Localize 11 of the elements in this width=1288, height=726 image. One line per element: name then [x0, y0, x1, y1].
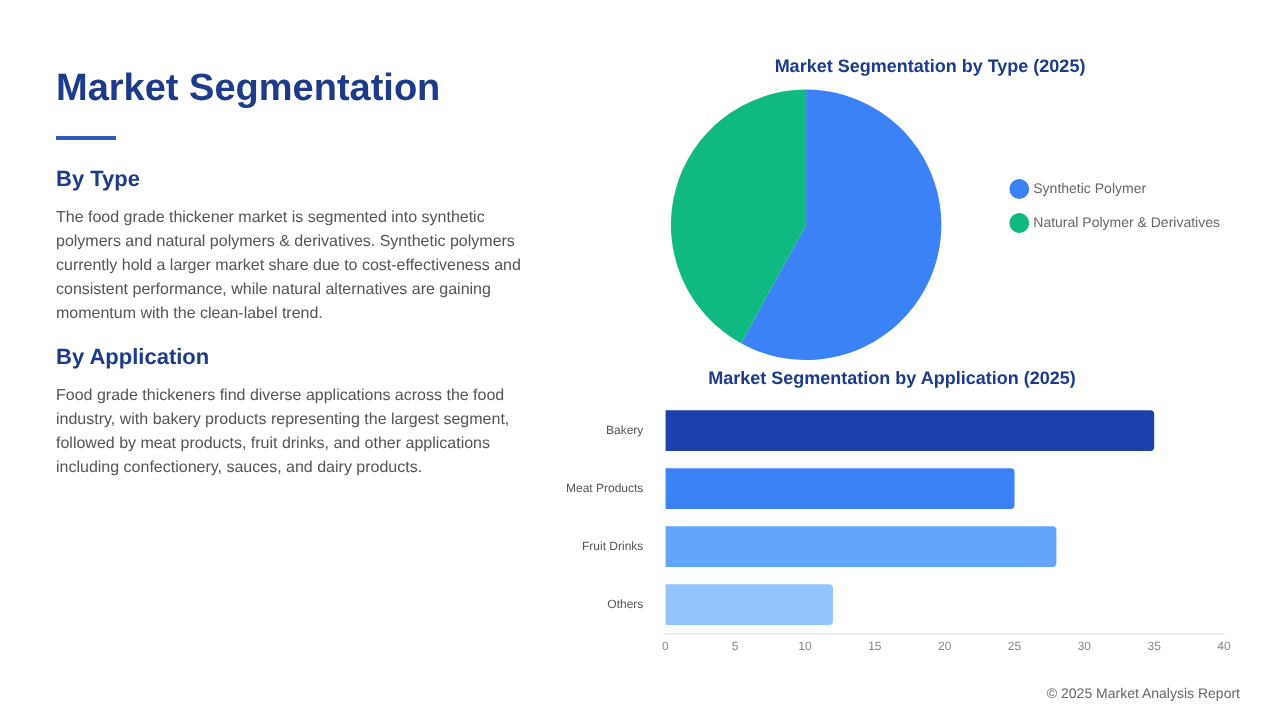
bar [665, 468, 1015, 509]
text: Food grade thickeners find diverse applications across the food industry, with bakery products representing the largest segment, followed by meat products, fruit drinks, and other applications including confectionery, sauces, and dairy products. [56, 384, 512, 480]
text: By Application [56, 346, 212, 370]
chart-title: Market Segmentation by Type (2025) [774, 55, 1086, 76]
text: By Type [56, 168, 142, 192]
bar [665, 584, 833, 625]
bar [665, 526, 1057, 567]
text: Market Segmentation [56, 68, 443, 112]
text: The food grade thickener market is segmented into synthetic polymers and natural polymers & derivatives. Synthetic polymers currently hold a larger market share due to cost-effectiveness and consistent performance, while natural alternatives are gaining momentum with the clean-label trend. [56, 206, 523, 326]
chart-title: Market Segmentation by Application (2025) [708, 367, 1076, 388]
bar [665, 410, 1155, 451]
